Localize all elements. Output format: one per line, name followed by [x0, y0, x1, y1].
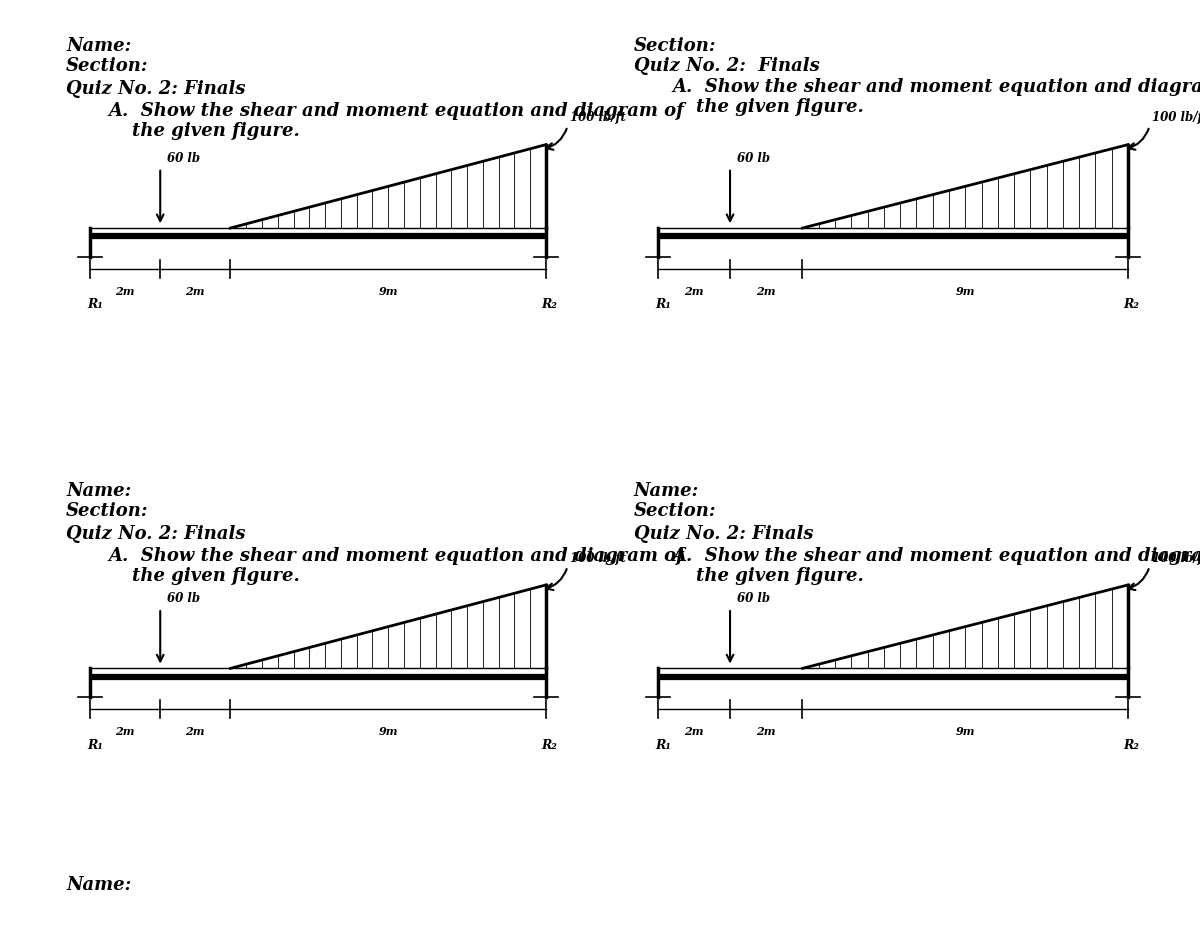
Text: 9m: 9m [955, 726, 974, 737]
Text: Name:: Name: [66, 876, 131, 894]
Text: 9m: 9m [378, 286, 398, 297]
Text: Quiz No. 2: Finals: Quiz No. 2: Finals [634, 525, 814, 542]
Text: the given figure.: the given figure. [132, 567, 300, 585]
Text: R₂: R₂ [541, 298, 557, 311]
Text: the given figure.: the given figure. [696, 98, 864, 116]
Text: Section:: Section: [634, 37, 716, 55]
Text: Quiz No. 2:  Finals: Quiz No. 2: Finals [634, 57, 820, 75]
Text: 100 lb/ft: 100 lb/ft [570, 111, 626, 124]
Text: the given figure.: the given figure. [132, 122, 300, 140]
Text: 60 lb: 60 lb [737, 592, 770, 605]
Text: 9m: 9m [955, 286, 974, 297]
Text: A.  Show the shear and moment equation and diagram of: A. Show the shear and moment equation an… [108, 547, 684, 565]
Text: 2m: 2m [756, 726, 776, 737]
Text: Quiz No. 2: Finals: Quiz No. 2: Finals [66, 525, 246, 542]
Text: 2m: 2m [756, 286, 776, 297]
Text: Section:: Section: [66, 57, 149, 75]
Text: 2m: 2m [186, 286, 205, 297]
Text: Name:: Name: [66, 482, 131, 500]
Text: R₁: R₁ [88, 298, 103, 311]
Text: Name:: Name: [66, 37, 131, 55]
Text: 100 lb/ft: 100 lb/ft [1152, 111, 1200, 124]
Text: 2m: 2m [115, 286, 134, 297]
Text: 2m: 2m [115, 726, 134, 737]
Text: R₁: R₁ [655, 298, 671, 311]
Text: Section:: Section: [634, 502, 716, 520]
Text: the given figure.: the given figure. [696, 567, 864, 585]
Text: R₂: R₂ [541, 739, 557, 752]
Text: 2m: 2m [684, 726, 703, 737]
Text: 100 lb/ft: 100 lb/ft [570, 552, 626, 565]
Text: A.  Show the shear and moment equation and diagram of: A. Show the shear and moment equation an… [672, 78, 1200, 95]
Text: A.  Show the shear and moment equation and diagram of: A. Show the shear and moment equation an… [672, 547, 1200, 565]
Text: 2m: 2m [186, 726, 205, 737]
Text: Name:: Name: [634, 482, 698, 500]
Text: Quiz No. 2: Finals: Quiz No. 2: Finals [66, 80, 246, 97]
Text: 60 lb: 60 lb [737, 152, 770, 165]
Text: R₂: R₂ [1123, 739, 1139, 752]
Text: 2m: 2m [684, 286, 703, 297]
Text: Section:: Section: [66, 502, 149, 520]
Text: R₂: R₂ [1123, 298, 1139, 311]
Text: 60 lb: 60 lb [168, 152, 200, 165]
Text: 9m: 9m [378, 726, 398, 737]
Text: 100 lb/ft: 100 lb/ft [1152, 552, 1200, 565]
Text: R₁: R₁ [655, 739, 671, 752]
Text: R₁: R₁ [88, 739, 103, 752]
Text: A.  Show the shear and moment equation and diagram of: A. Show the shear and moment equation an… [108, 102, 684, 120]
Text: 60 lb: 60 lb [168, 592, 200, 605]
